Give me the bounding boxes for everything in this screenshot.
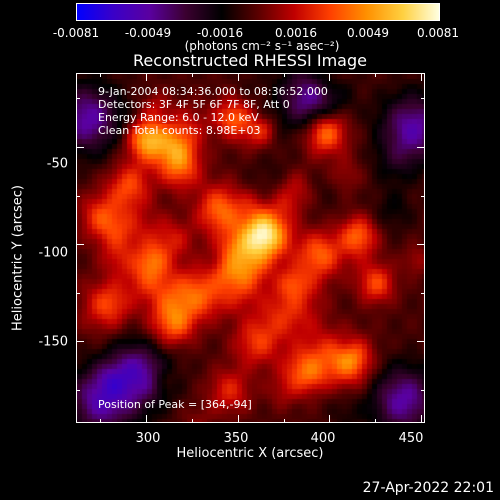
tick-mark [100, 73, 101, 77]
tick-mark [375, 419, 376, 423]
colorbar-tick-label: -0.0081 [52, 26, 100, 40]
colorbar [76, 3, 440, 21]
annotation-energy-range: Energy Range: 6.0 - 12.0 keV [98, 111, 259, 124]
x-axis-label: Heliocentric X (arcsec) [176, 446, 324, 461]
tick-mark [238, 73, 239, 81]
y-tick-label: -50 [46, 156, 68, 172]
tick-mark [421, 390, 425, 391]
tick-mark [146, 73, 147, 81]
tick-mark [421, 196, 425, 197]
tick-mark [76, 98, 80, 99]
colorbar-units-label: (photons cm⁻² s⁻¹ asec⁻²) [184, 39, 340, 53]
tick-mark [375, 73, 376, 77]
tick-mark [238, 415, 239, 423]
x-tick-label: 350 [223, 431, 249, 446]
tick-mark [76, 244, 84, 245]
tick-mark [76, 341, 84, 342]
colorbar-tick-label: -0.0049 [124, 26, 172, 40]
tick-mark [417, 147, 425, 148]
timestamp: 27-Apr-2022 22:01 [362, 480, 494, 496]
tick-mark [192, 73, 193, 77]
tick-mark [421, 73, 422, 81]
tick-mark [100, 419, 101, 423]
y-tick-label: -100 [38, 245, 68, 261]
tick-mark [76, 293, 80, 294]
chart-title: Reconstructed RHESSI Image [133, 51, 367, 70]
x-tick-label: 400 [310, 431, 336, 446]
tick-mark [284, 419, 285, 423]
plot-area: 9-Jan-2004 08:34:36.000 to 08:36:52.000 … [76, 73, 425, 423]
tick-mark [76, 196, 80, 197]
tick-mark [421, 98, 425, 99]
colorbar-tick-label: 0.0016 [275, 26, 317, 40]
tick-mark [284, 73, 285, 77]
tick-mark [417, 244, 425, 245]
annotation-peak-position: Position of Peak = [364,-94] [98, 398, 252, 411]
tick-mark [417, 341, 425, 342]
annotation-detectors: Detectors: 3F 4F 5F 6F 7F 8F, Att 0 [98, 98, 290, 111]
tick-mark [76, 390, 80, 391]
heatmap-image [77, 74, 424, 422]
y-tick-label: -150 [38, 334, 68, 350]
annotation-clean-counts: Clean Total counts: 8.98E+03 [98, 124, 261, 137]
tick-mark [329, 73, 330, 81]
tick-mark [192, 419, 193, 423]
x-tick-label: 300 [135, 431, 161, 446]
colorbar-tick-label: 0.0049 [347, 26, 389, 40]
tick-mark [329, 415, 330, 423]
y-axis-label: Heliocentric Y (arcsec) [10, 185, 26, 331]
tick-mark [421, 293, 425, 294]
annotation-time-range: 9-Jan-2004 08:34:36.000 to 08:36:52.000 [98, 85, 328, 98]
colorbar-tick-label: 0.0081 [417, 26, 459, 40]
colorbar-tick-label: -0.0016 [196, 26, 244, 40]
tick-mark [76, 147, 84, 148]
tick-mark [146, 415, 147, 423]
x-tick-label: 450 [398, 431, 424, 446]
tick-mark [421, 415, 422, 423]
